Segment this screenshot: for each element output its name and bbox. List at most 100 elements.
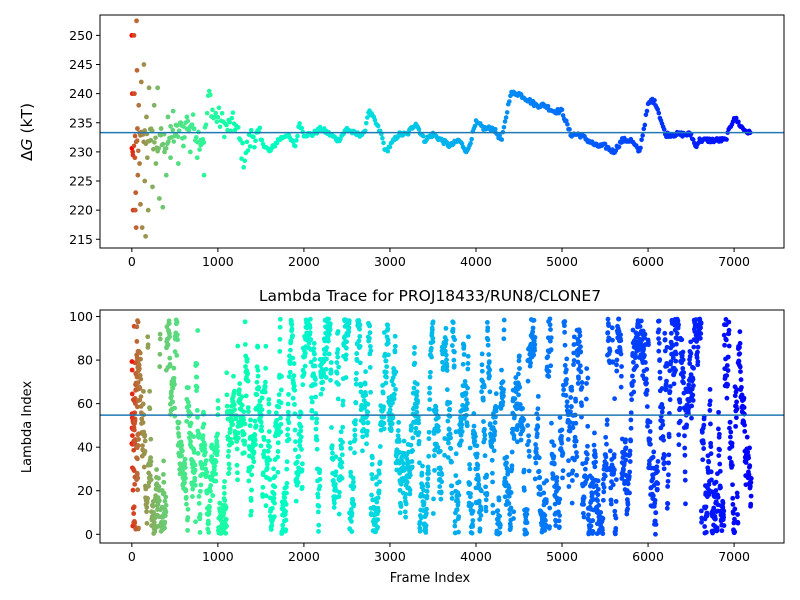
lambda-point	[553, 523, 559, 528]
lambda-point	[727, 455, 733, 461]
lambda-point	[196, 501, 202, 506]
lambda-point	[185, 515, 191, 520]
lambda-point	[517, 366, 522, 371]
lambda-point	[495, 508, 501, 514]
lambda-point	[312, 382, 318, 387]
lambda-point	[235, 477, 240, 483]
lambda-point	[713, 488, 719, 493]
delta-g-point	[135, 148, 141, 154]
lambda-point	[662, 348, 668, 354]
lambda-point	[138, 394, 144, 399]
delta-g-point	[733, 115, 739, 121]
lambda-point	[591, 442, 597, 448]
lambda-point	[435, 444, 441, 450]
lambda-point	[409, 464, 415, 470]
lambda-point	[223, 516, 229, 522]
lambda-point	[314, 420, 319, 426]
lambda-point	[613, 477, 619, 483]
lambda-point	[586, 512, 591, 518]
lambda-point	[666, 472, 671, 478]
lambda-point	[474, 451, 480, 457]
delta-g-point	[185, 118, 191, 124]
y-tick-label: 230	[69, 144, 93, 159]
lambda-point	[629, 397, 635, 403]
lambda-point	[589, 475, 595, 481]
lambda-point	[144, 504, 150, 510]
lambda-point	[255, 344, 261, 350]
lambda-point	[267, 457, 273, 463]
lambda-point	[226, 470, 232, 476]
lambda-point	[437, 484, 443, 489]
lambda-point	[163, 494, 169, 500]
lambda-point	[369, 461, 375, 467]
lambda-point	[611, 452, 617, 458]
lambda-point	[490, 479, 495, 485]
lambda-point	[572, 443, 578, 449]
lambda-point	[439, 479, 445, 485]
lambda-point	[443, 337, 449, 343]
lambda-point	[469, 502, 475, 508]
lambda-point	[656, 336, 661, 342]
lambda-point	[311, 340, 317, 346]
delta-g-point	[201, 172, 207, 178]
lambda-point	[316, 503, 322, 509]
lambda-point	[343, 356, 349, 362]
lambda-point	[725, 354, 731, 360]
lambda-point	[717, 461, 723, 467]
lambda-point	[298, 410, 304, 416]
x-tick-label: 1000	[202, 254, 234, 269]
lambda-point	[227, 466, 232, 471]
lambda-point	[472, 438, 478, 444]
lambda-point	[677, 399, 683, 405]
lambda-point	[391, 396, 397, 402]
delta-g-point	[153, 135, 158, 141]
lambda-point	[329, 425, 334, 430]
lambda-point	[326, 316, 331, 322]
lambda-point	[493, 408, 499, 414]
lambda-point	[148, 455, 154, 461]
delta-g-point	[504, 110, 510, 115]
lambda-point	[134, 355, 140, 361]
lambda-point	[391, 382, 396, 388]
lambda-point	[465, 360, 471, 366]
lambda-point	[569, 500, 575, 506]
lambda-point	[201, 421, 207, 427]
lambda-point	[223, 504, 229, 510]
lambda-point	[593, 454, 598, 460]
lambda-point	[248, 508, 254, 514]
lambda-point	[623, 445, 629, 451]
lambda-point	[581, 514, 587, 520]
lambda-point	[689, 415, 694, 421]
delta-g-point	[160, 141, 166, 147]
lambda-point	[198, 482, 204, 488]
lambda-point	[577, 363, 583, 369]
lambda-point	[299, 484, 305, 490]
lambda-point	[485, 337, 491, 343]
lambda-point	[266, 397, 272, 402]
lambda-point	[416, 460, 422, 466]
lambda-point	[512, 396, 518, 402]
lambda-point	[470, 518, 476, 523]
lambda-point	[666, 452, 672, 458]
lambda-point	[215, 398, 221, 403]
lambda-point	[571, 334, 577, 340]
lambda-point	[311, 346, 317, 352]
lambda-point	[420, 483, 426, 489]
lambda-point	[222, 498, 228, 503]
lambda-point	[583, 396, 589, 402]
lambda-point	[721, 332, 727, 338]
lambda-point	[551, 453, 557, 459]
lambda-point	[524, 511, 530, 517]
lambda-point	[206, 530, 212, 535]
lambda-point	[572, 434, 578, 440]
lambda-point	[136, 436, 141, 442]
lambda-point	[209, 454, 215, 460]
lambda-point	[738, 377, 744, 383]
lambda-point	[283, 509, 288, 514]
lambda-point	[546, 368, 552, 374]
lambda-point	[285, 401, 291, 407]
lambda-point	[364, 441, 369, 447]
delta-g-point	[643, 112, 649, 118]
lambda-point	[367, 365, 373, 370]
lambda-point	[357, 343, 363, 349]
